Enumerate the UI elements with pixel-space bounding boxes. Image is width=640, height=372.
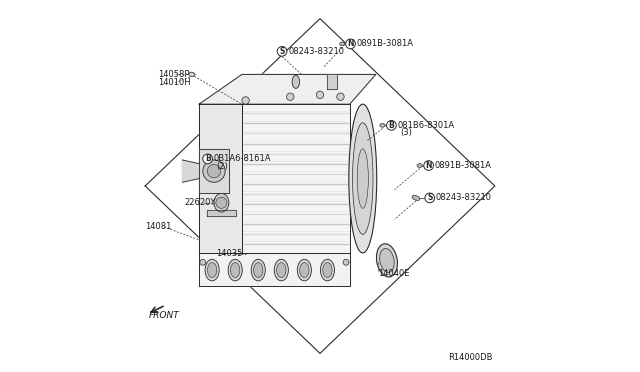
Ellipse shape: [253, 263, 263, 278]
Text: N: N: [426, 161, 432, 170]
Circle shape: [203, 154, 212, 164]
Text: 081B6-8301A: 081B6-8301A: [397, 121, 454, 130]
Ellipse shape: [321, 259, 335, 281]
Circle shape: [346, 39, 355, 49]
Ellipse shape: [340, 42, 345, 46]
Polygon shape: [199, 253, 349, 286]
Circle shape: [216, 197, 227, 208]
Text: 14035: 14035: [216, 249, 242, 258]
Ellipse shape: [376, 244, 397, 277]
Circle shape: [387, 121, 396, 130]
Polygon shape: [199, 74, 376, 104]
Text: 14010H: 14010H: [158, 78, 191, 87]
Ellipse shape: [298, 259, 312, 281]
Ellipse shape: [357, 149, 369, 208]
Text: 0891B-3081A: 0891B-3081A: [435, 161, 492, 170]
Ellipse shape: [251, 259, 266, 281]
Text: 0891B-3081A: 0891B-3081A: [356, 39, 413, 48]
Text: 08243-83210: 08243-83210: [289, 47, 344, 56]
Ellipse shape: [228, 259, 243, 281]
Ellipse shape: [214, 193, 229, 212]
Circle shape: [277, 46, 287, 56]
Circle shape: [207, 164, 221, 178]
Text: B: B: [388, 121, 394, 130]
Polygon shape: [182, 160, 199, 182]
Text: 14040E: 14040E: [378, 269, 409, 278]
Polygon shape: [199, 104, 242, 253]
Circle shape: [343, 259, 349, 265]
Text: (3): (3): [400, 128, 412, 137]
Ellipse shape: [412, 195, 420, 201]
Circle shape: [316, 91, 324, 99]
Ellipse shape: [380, 124, 385, 127]
Text: N: N: [348, 39, 354, 48]
Ellipse shape: [323, 263, 332, 278]
Polygon shape: [328, 74, 337, 89]
Polygon shape: [199, 149, 229, 193]
Ellipse shape: [300, 263, 309, 278]
Text: S: S: [280, 47, 285, 56]
Text: 22620Y: 22620Y: [184, 198, 216, 207]
Text: R14000DB: R14000DB: [449, 353, 493, 362]
Ellipse shape: [380, 248, 394, 272]
Text: S: S: [427, 193, 433, 202]
Polygon shape: [207, 210, 236, 216]
Text: B: B: [205, 154, 211, 163]
Circle shape: [424, 161, 433, 170]
Ellipse shape: [189, 72, 195, 77]
Ellipse shape: [207, 263, 217, 278]
Text: 14058P: 14058P: [158, 70, 189, 79]
Text: (2): (2): [216, 162, 228, 171]
Text: FRONT: FRONT: [149, 311, 180, 320]
Circle shape: [203, 160, 225, 182]
Ellipse shape: [230, 263, 240, 278]
Circle shape: [425, 193, 435, 203]
Circle shape: [242, 97, 250, 104]
Ellipse shape: [353, 123, 373, 234]
Text: 0B1A6-8161A: 0B1A6-8161A: [214, 154, 271, 163]
Ellipse shape: [205, 259, 219, 281]
Polygon shape: [242, 104, 349, 253]
Ellipse shape: [276, 263, 286, 278]
Circle shape: [337, 93, 344, 100]
Ellipse shape: [292, 75, 300, 88]
Ellipse shape: [275, 259, 289, 281]
Ellipse shape: [349, 104, 377, 253]
Text: 14081: 14081: [145, 222, 172, 231]
Text: 08243-83210: 08243-83210: [435, 193, 492, 202]
Circle shape: [287, 93, 294, 100]
Ellipse shape: [417, 164, 422, 167]
Circle shape: [200, 259, 206, 265]
